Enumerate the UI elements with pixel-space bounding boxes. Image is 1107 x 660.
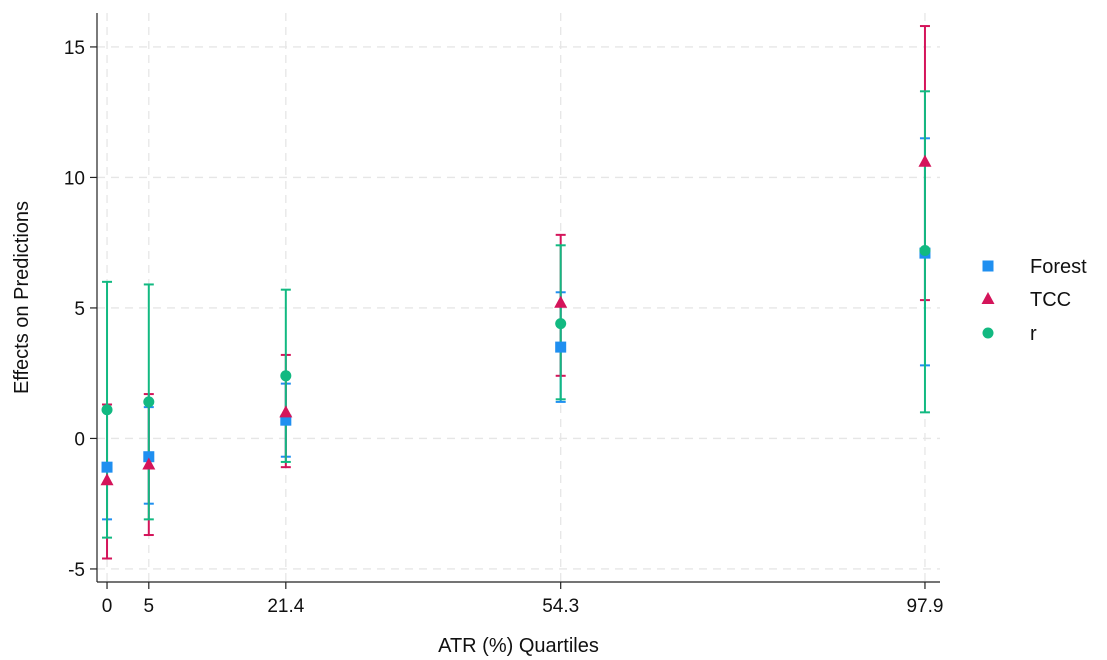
- x-tick-label: 21.4: [267, 596, 304, 617]
- y-tick-label: -5: [68, 560, 85, 581]
- data-point: [143, 396, 155, 408]
- legend: Forest TCC r: [981, 256, 1087, 345]
- legend-marker-r: [982, 327, 994, 339]
- data-point: [918, 154, 932, 167]
- series-r-points: [101, 245, 931, 416]
- data-point: [554, 295, 568, 308]
- data-point: [142, 457, 156, 470]
- legend-marker-forest: [982, 260, 994, 272]
- axes: [96, 13, 940, 583]
- x-tick-label: 97.9: [906, 596, 943, 617]
- data-point: [101, 404, 113, 416]
- data-point: [555, 318, 567, 330]
- ticks: -5 0 5 10 15 0 5 21.4 54.3 97.9: [64, 38, 944, 617]
- legend-marker-tcc: [981, 292, 995, 304]
- y-tick-label: 0: [74, 429, 85, 450]
- x-tick-label: 54.3: [542, 596, 579, 617]
- y-tick-label: 10: [64, 168, 85, 189]
- x-tick-label: 5: [144, 596, 155, 617]
- series-tcc-points: [100, 154, 932, 486]
- data-point: [280, 370, 292, 382]
- grid: [97, 13, 940, 582]
- data-point: [100, 473, 114, 486]
- y-tick-label: 15: [64, 38, 85, 59]
- data-point: [555, 341, 567, 353]
- x-axis-title: ATR (%) Quartiles: [438, 635, 599, 657]
- data-point: [919, 245, 931, 257]
- y-axis-title: Effects on Predictions: [11, 201, 33, 394]
- series-tcc-errorbars: [102, 25, 930, 560]
- data-point: [280, 414, 292, 426]
- series: [100, 25, 932, 560]
- x-tick-label: 0: [102, 596, 113, 617]
- legend-label-r: r: [1030, 323, 1037, 345]
- series-r-errorbars: [102, 90, 930, 539]
- y-tick-label: 5: [74, 299, 85, 320]
- data-point: [101, 461, 113, 473]
- data-point: [143, 451, 155, 463]
- legend-label-forest: Forest: [1030, 256, 1087, 278]
- legend-label-tcc: TCC: [1030, 289, 1071, 311]
- series-forest-errorbars: [102, 137, 930, 521]
- data-point: [279, 405, 293, 418]
